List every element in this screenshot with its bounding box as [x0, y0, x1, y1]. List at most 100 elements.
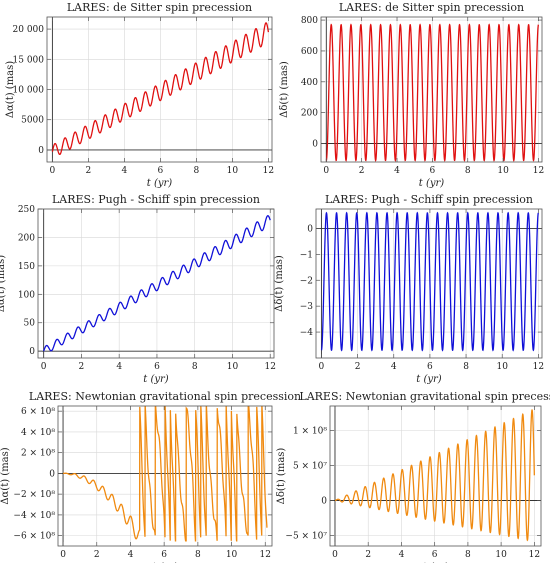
x-tick-label: 0 — [332, 550, 338, 560]
y-axis-label: Δα(t) (mas) — [0, 255, 7, 312]
y-tick-label: −1 — [300, 250, 313, 260]
y-axis-label: Δδ(t) (mas) — [276, 448, 287, 505]
y-tick-label: 10 000 — [13, 86, 45, 96]
x-axis-label: t (yr) — [416, 374, 442, 385]
plot-frame — [329, 405, 542, 547]
x-tick-label: 10 — [495, 550, 507, 560]
x-tick-label: 6 — [161, 550, 167, 560]
x-tick-label: 12 — [260, 550, 271, 560]
x-tick-label: 4 — [128, 550, 134, 560]
y-tick-label: 0 — [49, 469, 55, 479]
chart-panel-4: 0 2 4 6 8 10 12 −4 −3 −2 −1 0 LARES: Pugh - Schiff s… — [274, 193, 544, 385]
x-tick-label: 12 — [533, 166, 544, 176]
series-line-1 — [334, 409, 535, 542]
x-tick-label: 6 — [430, 166, 436, 176]
x-tick-label: 10 — [226, 550, 238, 560]
chart-title: LARES: de Sitter spin precession — [67, 1, 252, 14]
x-tick-label: 2 — [79, 362, 85, 372]
series-line-1 — [51, 22, 270, 156]
y-tick-label: 20 000 — [13, 25, 45, 35]
y-tick-label: −3 — [300, 302, 314, 312]
x-tick-label: 4 — [122, 166, 128, 176]
x-tick-label: 12 — [529, 550, 540, 560]
y-tick-label: −5 × 10⁷ — [285, 532, 327, 542]
x-tick-label: 4 — [399, 550, 405, 560]
plot-frame — [37, 208, 275, 359]
x-tick-label: 8 — [192, 362, 198, 372]
x-tick-label: 4 — [391, 362, 397, 372]
y-tick-label: −2 × 10⁸ — [13, 490, 55, 500]
y-tick-label: 600 — [301, 47, 318, 57]
plot-frame — [320, 16, 543, 163]
series-line-1 — [320, 211, 539, 352]
y-axis-label: Δδ(t) (mas) — [274, 255, 285, 312]
x-tick-label: 8 — [195, 550, 201, 560]
chart-panel-5: 0 2 4 6 8 10 12 −6 × 10⁸ −4 × 10⁸ −2 × 10⁸ 0 2 × 10… — [0, 390, 301, 563]
x-tick-label: 10 — [227, 166, 239, 176]
y-tick-label: 2 × 10⁸ — [21, 449, 55, 459]
plot-frame — [57, 405, 273, 547]
chart-title: LARES: de Sitter spin precession — [339, 1, 524, 14]
x-tick-label: 8 — [194, 166, 200, 176]
chart-panel-2: 0 2 4 6 8 10 12 0 200 400 600 800 LARES: de Sitter s… — [279, 1, 544, 189]
x-tick-label: 6 — [427, 362, 433, 372]
x-tick-label: 10 — [496, 362, 508, 372]
y-tick-label: −6 × 10⁸ — [13, 532, 55, 542]
y-axis-label: Δα(t) (mas) — [0, 447, 11, 504]
y-tick-label: 6 × 10⁸ — [21, 407, 55, 417]
y-tick-label: 5 × 10⁷ — [293, 462, 327, 472]
y-tick-label: 200 — [301, 109, 318, 119]
y-tick-label: 0 — [307, 224, 313, 234]
x-tick-label: 0 — [50, 166, 56, 176]
x-tick-label: 12 — [533, 362, 544, 372]
y-tick-label: 4 × 10⁸ — [21, 428, 55, 438]
y-tick-label: 0 — [29, 347, 35, 357]
x-tick-label: 2 — [86, 166, 92, 176]
y-tick-label: 100 — [18, 290, 35, 300]
x-tick-label: 12 — [264, 362, 275, 372]
x-tick-label: 8 — [465, 550, 471, 560]
y-tick-label: 150 — [18, 262, 35, 272]
x-axis-label: t (yr) — [147, 178, 173, 189]
chart-title: LARES: Newtonian gravitational spin prec… — [299, 390, 550, 403]
x-tick-label: 8 — [465, 166, 471, 176]
y-tick-label: 250 — [18, 205, 35, 215]
x-tick-label: 10 — [497, 166, 509, 176]
y-tick-label: 200 — [18, 233, 35, 243]
y-axis-label: Δδ(t) (mas) — [279, 61, 290, 118]
y-tick-label: 0 — [38, 146, 44, 156]
x-tick-label: 6 — [432, 550, 438, 560]
y-tick-label: 15 000 — [13, 55, 45, 65]
x-tick-label: 8 — [463, 362, 469, 372]
x-tick-label: 2 — [355, 362, 361, 372]
y-axis-label: Δα(t) (mas) — [5, 61, 16, 118]
chart-panel-1: 0 2 4 6 8 10 12 0 5000 10 000 15 000 20 000 LARES: d… — [5, 1, 274, 189]
chart-panel-3: 0 2 4 6 8 10 12 0 50 100 150 200 250 LARES: Pugh - Sc… — [0, 193, 276, 385]
x-tick-label: 2 — [359, 166, 365, 176]
x-tick-label: 10 — [227, 362, 239, 372]
y-tick-label: 0 — [321, 497, 327, 507]
y-tick-label: 50 — [24, 319, 36, 329]
x-tick-label: 12 — [263, 166, 274, 176]
chart-title: LARES: Pugh - Schiff spin precession — [52, 193, 260, 206]
y-tick-label: −2 — [300, 276, 313, 286]
x-tick-label: 0 — [60, 550, 66, 560]
y-tick-label: 0 — [312, 139, 318, 149]
y-tick-label: 400 — [301, 78, 318, 88]
plot-frame — [315, 208, 543, 359]
series-line-1 — [43, 215, 271, 352]
x-tick-label: 6 — [158, 166, 164, 176]
y-tick-label: 800 — [301, 16, 318, 26]
x-tick-label: 2 — [94, 550, 100, 560]
x-tick-label: 0 — [319, 362, 325, 372]
chart-panel-6: 0 2 4 6 8 10 12 −5 × 10⁷ 0 5 × 10⁷ 1 × 10⁸ LARES: N… — [276, 390, 550, 563]
series-line-1 — [325, 23, 540, 162]
y-tick-label: −4 — [300, 328, 314, 338]
x-tick-label: 0 — [41, 362, 47, 372]
y-tick-label: 5000 — [21, 116, 44, 126]
x-tick-label: 4 — [116, 362, 122, 372]
chart-title: LARES: Newtonian gravitational spin prec… — [29, 390, 301, 403]
x-tick-label: 2 — [365, 550, 371, 560]
x-tick-label: 4 — [394, 166, 400, 176]
